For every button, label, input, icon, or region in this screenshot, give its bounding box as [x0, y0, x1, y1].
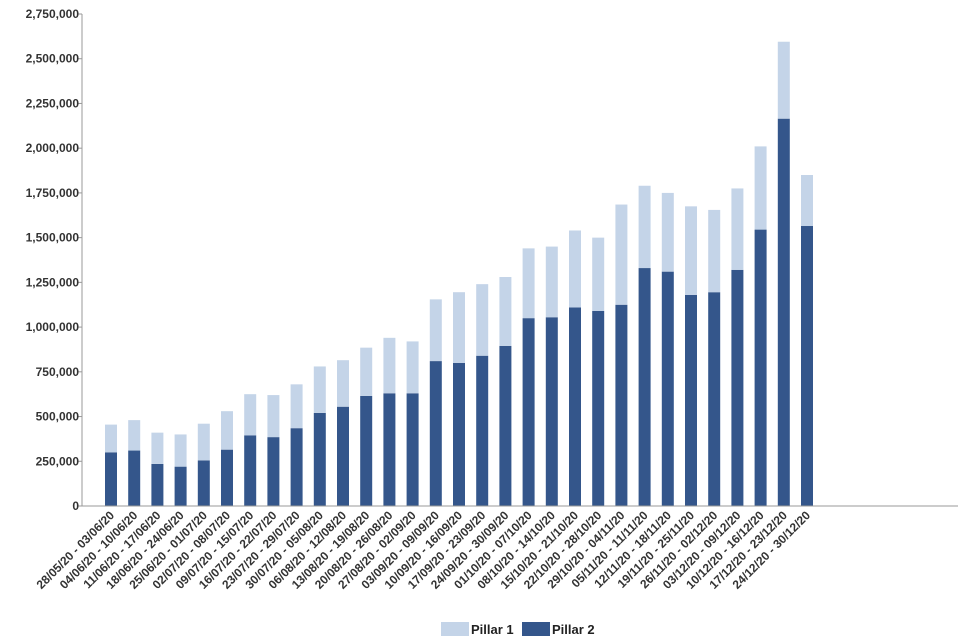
bar-pillar-2-4 — [174, 466, 187, 506]
bar-pillar-2-7 — [244, 435, 257, 506]
bar-pillar-2-1 — [105, 452, 117, 506]
bar-pillar-2-27 — [708, 292, 721, 506]
bar-pillar-2-18 — [499, 345, 512, 506]
bar-pillar-1-18 — [499, 276, 512, 346]
y-axis: 0 250,000 500,000 750,000 1,000,000 1,250,000… — [26, 7, 83, 513]
bar-pillar-1-17 — [476, 284, 489, 356]
bar-pillar-1-15 — [429, 299, 442, 362]
bar-pillar-1-4 — [174, 434, 187, 467]
bar-pillar-1-13 — [383, 337, 396, 394]
bar-pillar-1-25 — [661, 192, 674, 272]
y-tick-label: 2,500,000 — [26, 52, 80, 66]
bar-pillar-2-14 — [406, 393, 419, 506]
bar-pillar-2-15 — [429, 361, 442, 506]
y-tick-label: 2,250,000 — [26, 96, 80, 110]
bar-pillar-1-16 — [453, 292, 465, 363]
bar-pillar-2-11 — [337, 406, 349, 506]
legend: Pillar 1 Pillar 2 — [441, 622, 595, 637]
bar-pillar-1-12 — [360, 347, 373, 396]
bar-pillar-2-29 — [754, 229, 767, 506]
bar-pillar-2-26 — [685, 294, 697, 506]
y-tick-label: 1,750,000 — [26, 186, 80, 200]
bar-pillar-1-11 — [337, 360, 349, 407]
bar-pillar-1-10 — [313, 366, 326, 413]
bar-pillar-2-19 — [522, 318, 535, 506]
bar-pillar-2-12 — [360, 395, 373, 506]
bar-pillar-1-21 — [569, 230, 581, 308]
bar-pillar-2-20 — [545, 317, 558, 506]
bar-pillar-2-10 — [313, 412, 326, 506]
bar-pillar-2-31 — [801, 226, 813, 507]
y-tick-label: 1,250,000 — [26, 275, 80, 289]
bar-pillar-1-26 — [685, 206, 697, 295]
y-tick-label: 500,000 — [36, 410, 80, 424]
bar-pillar-2-3 — [151, 463, 164, 506]
y-tick-label: 1,500,000 — [26, 231, 80, 245]
bar-pillar-1-3 — [151, 432, 164, 464]
bar-pillar-1-14 — [406, 341, 419, 394]
legend-label-pillar-2: Pillar 2 — [552, 622, 595, 637]
y-tick-label: 0 — [72, 499, 79, 513]
bar-pillar-2-22 — [592, 310, 605, 506]
bar-pillar-1-1 — [105, 424, 117, 453]
bar-pillar-2-21 — [569, 307, 581, 506]
bar-pillar-1-29 — [754, 146, 767, 230]
bar-pillar-1-31 — [801, 175, 813, 227]
bar-pillar-2-16 — [453, 362, 465, 506]
bar-series-group — [105, 41, 813, 507]
bar-pillar-2-24 — [638, 268, 651, 506]
bar-pillar-1-9 — [290, 384, 303, 429]
bar-pillar-1-27 — [708, 209, 721, 293]
y-tick-label: 2,000,000 — [26, 141, 80, 155]
bar-pillar-2-23 — [615, 304, 628, 506]
bar-pillar-1-19 — [522, 248, 535, 319]
bar-pillar-2-25 — [661, 271, 674, 506]
bar-pillar-1-30 — [777, 41, 790, 119]
bar-pillar-1-7 — [244, 394, 257, 436]
bar-pillar-2-13 — [383, 393, 396, 506]
bar-pillar-1-2 — [128, 420, 141, 451]
bar-pillar-2-6 — [221, 449, 233, 506]
y-tick-label: 1,000,000 — [26, 320, 80, 334]
bar-pillar-2-17 — [476, 355, 489, 506]
bar-pillar-2-2 — [128, 450, 141, 506]
legend-swatch-pillar-1 — [441, 622, 469, 636]
legend-swatch-pillar-2 — [522, 622, 550, 636]
legend-label-pillar-1: Pillar 1 — [471, 622, 514, 637]
y-tick-label: 250,000 — [36, 454, 80, 468]
bar-pillar-2-8 — [267, 437, 280, 506]
bar-pillar-2-28 — [731, 269, 744, 506]
bar-pillar-1-23 — [615, 204, 628, 305]
bar-pillar-2-5 — [197, 460, 210, 506]
bar-pillar-1-22 — [592, 237, 605, 311]
bar-pillar-1-20 — [545, 246, 558, 318]
bar-pillar-2-30 — [777, 118, 790, 507]
bar-pillar-1-28 — [731, 188, 744, 270]
bar-pillar-1-6 — [221, 411, 233, 450]
y-tick-label: 2,750,000 — [26, 7, 80, 21]
y-tick-label: 750,000 — [36, 365, 80, 379]
bar-pillar-1-8 — [267, 395, 280, 438]
bar-pillar-1-5 — [197, 423, 210, 461]
bar-pillar-2-9 — [290, 428, 303, 506]
bar-pillar-1-24 — [638, 185, 651, 269]
